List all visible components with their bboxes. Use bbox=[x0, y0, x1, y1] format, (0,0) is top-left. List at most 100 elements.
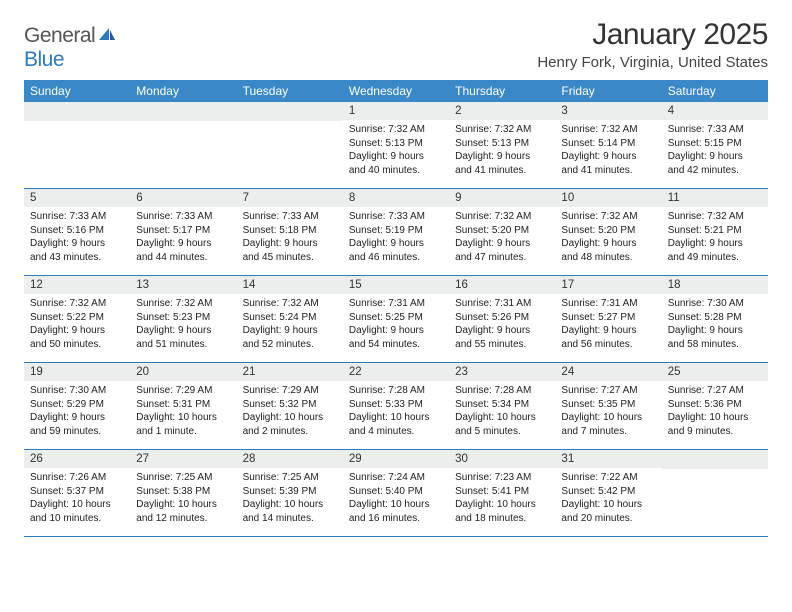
day-number: 9 bbox=[449, 189, 555, 207]
day-number: 19 bbox=[24, 363, 130, 381]
day-details: Sunrise: 7:32 AMSunset: 5:24 PMDaylight:… bbox=[237, 294, 343, 355]
calendar-page: GeneralBlue January 2025 Henry Fork, Vir… bbox=[0, 0, 792, 537]
calendar-empty-cell bbox=[24, 102, 130, 188]
day-number: 6 bbox=[130, 189, 236, 207]
day-details: Sunrise: 7:24 AMSunset: 5:40 PMDaylight:… bbox=[343, 468, 449, 529]
calendar-day-cell: 17Sunrise: 7:31 AMSunset: 5:27 PMDayligh… bbox=[555, 276, 661, 362]
day-number bbox=[24, 102, 130, 121]
calendar-day-cell: 21Sunrise: 7:29 AMSunset: 5:32 PMDayligh… bbox=[237, 363, 343, 449]
day-number bbox=[130, 102, 236, 121]
brand-logo: GeneralBlue bbox=[24, 18, 117, 72]
month-title: January 2025 bbox=[537, 18, 768, 52]
day-details: Sunrise: 7:27 AMSunset: 5:35 PMDaylight:… bbox=[555, 381, 661, 442]
day-details: Sunrise: 7:22 AMSunset: 5:42 PMDaylight:… bbox=[555, 468, 661, 529]
calendar-day-cell: 18Sunrise: 7:30 AMSunset: 5:28 PMDayligh… bbox=[662, 276, 768, 362]
calendar-day-cell: 9Sunrise: 7:32 AMSunset: 5:20 PMDaylight… bbox=[449, 189, 555, 275]
day-details: Sunrise: 7:28 AMSunset: 5:34 PMDaylight:… bbox=[449, 381, 555, 442]
day-number bbox=[662, 450, 768, 469]
day-details: Sunrise: 7:32 AMSunset: 5:22 PMDaylight:… bbox=[24, 294, 130, 355]
day-number: 24 bbox=[555, 363, 661, 381]
title-block: January 2025 Henry Fork, Virginia, Unite… bbox=[537, 18, 768, 71]
sail-icon bbox=[97, 24, 117, 48]
day-number: 22 bbox=[343, 363, 449, 381]
calendar-empty-cell bbox=[662, 450, 768, 536]
day-number: 27 bbox=[130, 450, 236, 468]
calendar-day-cell: 30Sunrise: 7:23 AMSunset: 5:41 PMDayligh… bbox=[449, 450, 555, 536]
day-number: 17 bbox=[555, 276, 661, 294]
weekday-header-cell: Friday bbox=[555, 80, 661, 102]
calendar-week-row: 5Sunrise: 7:33 AMSunset: 5:16 PMDaylight… bbox=[24, 189, 768, 276]
day-number: 26 bbox=[24, 450, 130, 468]
weekday-header-cell: Monday bbox=[130, 80, 236, 102]
day-number: 21 bbox=[237, 363, 343, 381]
weekday-header-cell: Thursday bbox=[449, 80, 555, 102]
day-details: Sunrise: 7:33 AMSunset: 5:15 PMDaylight:… bbox=[662, 120, 768, 181]
calendar-day-cell: 16Sunrise: 7:31 AMSunset: 5:26 PMDayligh… bbox=[449, 276, 555, 362]
calendar-day-cell: 23Sunrise: 7:28 AMSunset: 5:34 PMDayligh… bbox=[449, 363, 555, 449]
calendar-day-cell: 2Sunrise: 7:32 AMSunset: 5:13 PMDaylight… bbox=[449, 102, 555, 188]
day-details: Sunrise: 7:26 AMSunset: 5:37 PMDaylight:… bbox=[24, 468, 130, 529]
weekday-header-cell: Saturday bbox=[662, 80, 768, 102]
weekday-header-cell: Tuesday bbox=[237, 80, 343, 102]
calendar-day-cell: 19Sunrise: 7:30 AMSunset: 5:29 PMDayligh… bbox=[24, 363, 130, 449]
day-number: 23 bbox=[449, 363, 555, 381]
calendar-day-cell: 7Sunrise: 7:33 AMSunset: 5:18 PMDaylight… bbox=[237, 189, 343, 275]
day-number: 29 bbox=[343, 450, 449, 468]
day-details: Sunrise: 7:33 AMSunset: 5:18 PMDaylight:… bbox=[237, 207, 343, 268]
day-details: Sunrise: 7:31 AMSunset: 5:26 PMDaylight:… bbox=[449, 294, 555, 355]
calendar-week-row: 19Sunrise: 7:30 AMSunset: 5:29 PMDayligh… bbox=[24, 363, 768, 450]
weekday-header-row: SundayMondayTuesdayWednesdayThursdayFrid… bbox=[24, 80, 768, 102]
day-details: Sunrise: 7:32 AMSunset: 5:23 PMDaylight:… bbox=[130, 294, 236, 355]
calendar-day-cell: 22Sunrise: 7:28 AMSunset: 5:33 PMDayligh… bbox=[343, 363, 449, 449]
brand-blue: Blue bbox=[24, 48, 64, 71]
weekday-header-cell: Wednesday bbox=[343, 80, 449, 102]
day-details: Sunrise: 7:32 AMSunset: 5:20 PMDaylight:… bbox=[555, 207, 661, 268]
day-details: Sunrise: 7:31 AMSunset: 5:27 PMDaylight:… bbox=[555, 294, 661, 355]
calendar-day-cell: 24Sunrise: 7:27 AMSunset: 5:35 PMDayligh… bbox=[555, 363, 661, 449]
day-number: 16 bbox=[449, 276, 555, 294]
day-number: 15 bbox=[343, 276, 449, 294]
calendar-day-cell: 15Sunrise: 7:31 AMSunset: 5:25 PMDayligh… bbox=[343, 276, 449, 362]
day-details: Sunrise: 7:30 AMSunset: 5:28 PMDaylight:… bbox=[662, 294, 768, 355]
day-details: Sunrise: 7:32 AMSunset: 5:21 PMDaylight:… bbox=[662, 207, 768, 268]
day-number: 2 bbox=[449, 102, 555, 120]
calendar-week-row: 1Sunrise: 7:32 AMSunset: 5:13 PMDaylight… bbox=[24, 102, 768, 189]
day-details: Sunrise: 7:28 AMSunset: 5:33 PMDaylight:… bbox=[343, 381, 449, 442]
day-details: Sunrise: 7:25 AMSunset: 5:38 PMDaylight:… bbox=[130, 468, 236, 529]
calendar-day-cell: 31Sunrise: 7:22 AMSunset: 5:42 PMDayligh… bbox=[555, 450, 661, 536]
day-number: 1 bbox=[343, 102, 449, 120]
day-details: Sunrise: 7:32 AMSunset: 5:14 PMDaylight:… bbox=[555, 120, 661, 181]
calendar-day-cell: 4Sunrise: 7:33 AMSunset: 5:15 PMDaylight… bbox=[662, 102, 768, 188]
calendar-day-cell: 29Sunrise: 7:24 AMSunset: 5:40 PMDayligh… bbox=[343, 450, 449, 536]
day-number: 28 bbox=[237, 450, 343, 468]
day-number: 20 bbox=[130, 363, 236, 381]
day-details: Sunrise: 7:32 AMSunset: 5:13 PMDaylight:… bbox=[343, 120, 449, 181]
weeks-container: 1Sunrise: 7:32 AMSunset: 5:13 PMDaylight… bbox=[24, 102, 768, 537]
day-number: 10 bbox=[555, 189, 661, 207]
day-number: 7 bbox=[237, 189, 343, 207]
day-details: Sunrise: 7:30 AMSunset: 5:29 PMDaylight:… bbox=[24, 381, 130, 442]
day-number: 13 bbox=[130, 276, 236, 294]
calendar-day-cell: 27Sunrise: 7:25 AMSunset: 5:38 PMDayligh… bbox=[130, 450, 236, 536]
day-number bbox=[237, 102, 343, 121]
calendar-day-cell: 12Sunrise: 7:32 AMSunset: 5:22 PMDayligh… bbox=[24, 276, 130, 362]
calendar-day-cell: 14Sunrise: 7:32 AMSunset: 5:24 PMDayligh… bbox=[237, 276, 343, 362]
day-number: 5 bbox=[24, 189, 130, 207]
calendar-week-row: 26Sunrise: 7:26 AMSunset: 5:37 PMDayligh… bbox=[24, 450, 768, 537]
calendar-day-cell: 28Sunrise: 7:25 AMSunset: 5:39 PMDayligh… bbox=[237, 450, 343, 536]
day-number: 12 bbox=[24, 276, 130, 294]
day-details: Sunrise: 7:32 AMSunset: 5:13 PMDaylight:… bbox=[449, 120, 555, 181]
day-number: 14 bbox=[237, 276, 343, 294]
day-number: 4 bbox=[662, 102, 768, 120]
calendar-empty-cell bbox=[130, 102, 236, 188]
page-header: GeneralBlue January 2025 Henry Fork, Vir… bbox=[24, 18, 768, 72]
calendar-day-cell: 26Sunrise: 7:26 AMSunset: 5:37 PMDayligh… bbox=[24, 450, 130, 536]
day-details: Sunrise: 7:33 AMSunset: 5:17 PMDaylight:… bbox=[130, 207, 236, 268]
calendar-day-cell: 25Sunrise: 7:27 AMSunset: 5:36 PMDayligh… bbox=[662, 363, 768, 449]
day-details: Sunrise: 7:29 AMSunset: 5:31 PMDaylight:… bbox=[130, 381, 236, 442]
location-subtitle: Henry Fork, Virginia, United States bbox=[537, 54, 768, 71]
calendar-day-cell: 8Sunrise: 7:33 AMSunset: 5:19 PMDaylight… bbox=[343, 189, 449, 275]
day-details: Sunrise: 7:33 AMSunset: 5:16 PMDaylight:… bbox=[24, 207, 130, 268]
day-number: 3 bbox=[555, 102, 661, 120]
day-details: Sunrise: 7:27 AMSunset: 5:36 PMDaylight:… bbox=[662, 381, 768, 442]
